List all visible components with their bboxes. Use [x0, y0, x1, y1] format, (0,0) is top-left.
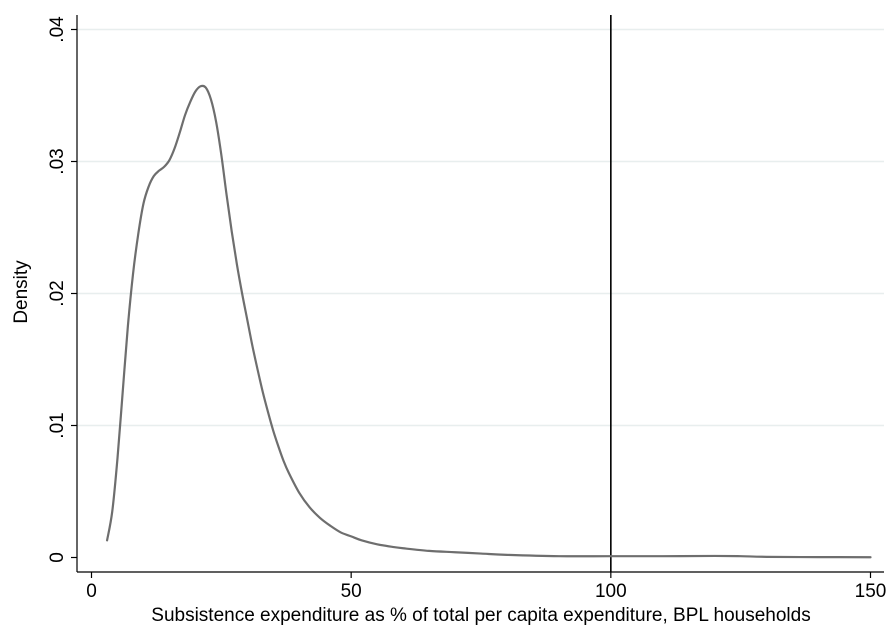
x-tick-label: 150: [855, 581, 887, 602]
density-curve: [105, 84, 872, 559]
x-tick-label: 0: [86, 581, 97, 602]
y-axis-title: Density: [11, 260, 32, 324]
x-tick-label: 100: [595, 581, 627, 602]
grid-lines: [77, 28, 884, 427]
x-tick-labels: 0 50 100 150: [86, 581, 886, 602]
y-tick-label: .01: [47, 412, 68, 438]
x-tick-label: 50: [341, 581, 362, 602]
x-axis-title: Subsistence expenditure as % of total pe…: [151, 605, 810, 626]
y-tick-labels: 0 .01 .02 .03 .04: [47, 16, 68, 563]
y-tick-label: .02: [47, 280, 68, 306]
y-tick-label: 0: [47, 552, 68, 563]
y-tick-label: .04: [47, 16, 68, 43]
axes: [71, 15, 884, 578]
y-tick-label: .03: [47, 148, 68, 174]
series-layer: [105, 84, 872, 559]
